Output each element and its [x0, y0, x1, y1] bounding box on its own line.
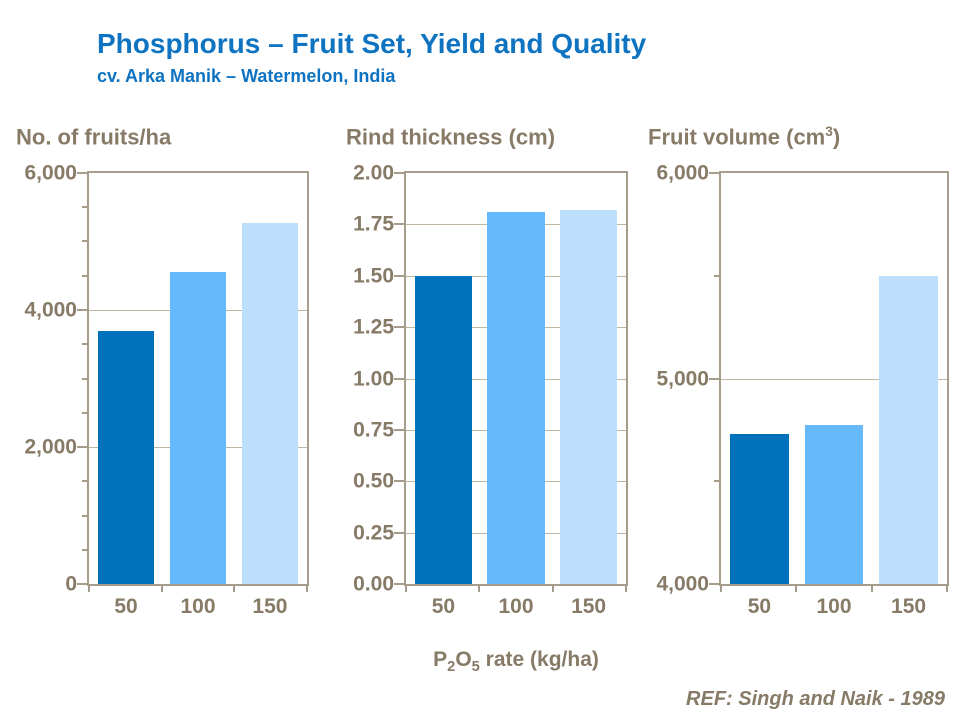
x-category-label: 50	[114, 595, 138, 618]
gridline-5000	[721, 378, 947, 380]
y-tick-label: 4,000	[24, 298, 77, 322]
x-tick	[720, 584, 722, 592]
y-tick-minor	[714, 480, 721, 483]
x-category-label: 150	[891, 595, 927, 618]
x-tick	[795, 584, 798, 592]
y-tick-label: 6,000	[656, 161, 709, 185]
chart-rind-thickness: 0.00 0.25 0.50 0.75 1.00 1.25 1.50 1.75 2.00 50 10…	[353, 163, 628, 617]
y-tick-label: 1.00	[353, 367, 394, 390]
y-tick-major	[394, 274, 406, 277]
y-tick-minor	[714, 274, 721, 277]
x-tick	[233, 584, 236, 592]
y-tick-major	[394, 223, 406, 226]
x-tick	[946, 584, 948, 592]
bar-100	[487, 212, 545, 584]
x-category-label: 150	[571, 595, 607, 618]
y-tick-minor	[82, 377, 89, 380]
page-title: Phosphorus – Fruit Set, Yield and Qualit…	[97, 28, 647, 59]
chart-title-fruit-volume: Fruit volume (cm3)	[648, 124, 841, 150]
x-axis-label: P2O5 rate (kg/ha)	[433, 648, 599, 676]
bar-150	[560, 210, 618, 584]
x-category-label: 100	[180, 595, 216, 618]
y-tick-major	[709, 172, 721, 174]
x-tick	[625, 584, 627, 592]
y-tick-label: 0.25	[353, 521, 394, 545]
y-tick-minor	[82, 411, 89, 414]
bar-150	[241, 223, 299, 584]
chart-fruits-per-ha: 0 2,000 4,000 6,000 50 100 150	[24, 163, 309, 617]
bar-50	[730, 434, 789, 584]
x-tick	[306, 584, 308, 592]
y-tick-label: 4,000	[656, 572, 709, 596]
page-subtitle: cv. Arka Manik – Watermelon, India	[97, 66, 396, 86]
x-tick	[88, 584, 90, 592]
y-tick-label: 1.25	[353, 315, 394, 339]
y-tick-major	[77, 308, 89, 311]
chart-fruit-volume: 4,000 5,000 6,000 50 100 150	[656, 163, 949, 617]
y-tick-label: 6,000	[24, 161, 77, 185]
y-tick-label: 2,000	[24, 435, 77, 459]
y-tick-minor	[82, 240, 89, 243]
y-tick-minor	[82, 206, 89, 209]
y-tick-major	[394, 428, 406, 431]
bar-50	[97, 330, 155, 584]
y-tick-label: 1.75	[353, 212, 394, 236]
x-tick	[405, 584, 407, 592]
y-tick-major	[394, 326, 406, 329]
y-tick-major	[709, 583, 721, 585]
y-tick-label: 5,000	[656, 367, 709, 390]
y-tick-major	[77, 583, 89, 585]
bar-100	[804, 424, 864, 584]
y-tick-major	[394, 583, 406, 585]
y-tick-minor	[82, 480, 89, 483]
x-category-label: 100	[816, 595, 852, 618]
y-tick-major	[77, 445, 89, 448]
reference-text: REF: Singh and Naik - 1989	[686, 688, 945, 710]
chart-title-rind-thickness: Rind thickness (cm)	[346, 124, 556, 150]
x-category-label: 50	[431, 595, 456, 618]
y-tick-label: 0.75	[353, 418, 394, 442]
y-tick-minor	[82, 274, 89, 277]
y-tick-minor	[82, 548, 89, 551]
bar-50	[414, 275, 472, 584]
bar-150	[879, 275, 938, 584]
y-tick-label: 1.50	[353, 264, 394, 288]
x-tick	[551, 584, 554, 592]
x-category-label: 50	[747, 595, 772, 618]
y-tick-major	[77, 172, 89, 174]
bar-100	[169, 272, 227, 584]
x-category-label: 100	[498, 595, 534, 618]
y-tick-major	[394, 480, 406, 483]
y-tick-major	[394, 531, 406, 534]
y-tick-label: 0	[65, 572, 77, 596]
y-tick-minor	[82, 514, 89, 517]
chart-title-fruits-per-ha: No. of fruits/ha	[16, 124, 172, 150]
y-tick-minor	[82, 343, 89, 346]
x-category-label: 150	[252, 595, 288, 618]
y-tick-label: 2.00	[353, 161, 394, 185]
x-tick	[870, 584, 873, 592]
y-tick-label: 0.00	[353, 572, 394, 596]
y-tick-label: 0.50	[353, 469, 394, 493]
y-tick-major	[394, 172, 406, 174]
y-tick-major	[709, 377, 721, 380]
y-tick-major	[394, 377, 406, 380]
x-tick	[160, 584, 163, 592]
x-tick	[478, 584, 481, 592]
